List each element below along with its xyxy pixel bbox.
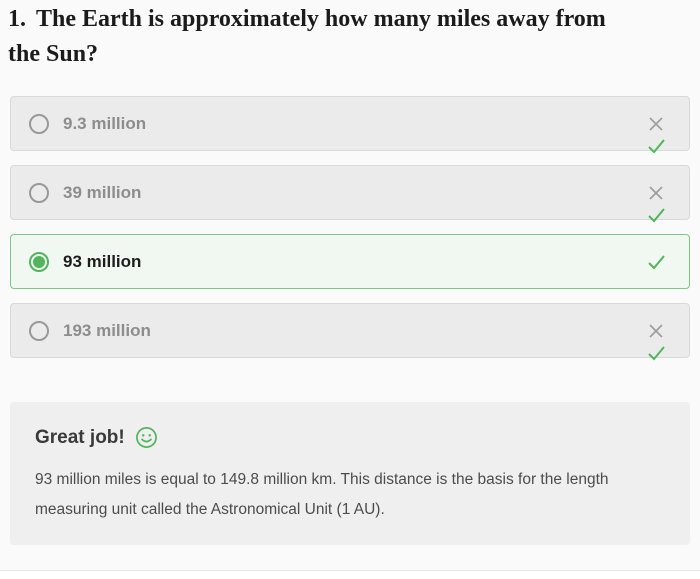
check-icon [648,207,665,222]
radio-icon[interactable] [29,113,49,134]
x-icon [649,116,663,131]
answer-option-label: 193 million [63,320,151,340]
answer-options-list: 9.3 million 39 million 93 million 193 mi… [10,96,690,360]
answer-option-label: 39 million [63,182,142,202]
answer-option[interactable]: 193 million [10,303,690,360]
smiley-icon [135,427,157,448]
x-icon [649,323,663,338]
check-icon [648,138,665,153]
check-icon [648,254,665,269]
answer-option[interactable]: 93 million [10,234,690,289]
answer-option-label: 93 million [63,251,142,271]
check-icon [648,345,665,360]
answer-option-label: 9.3 million [63,113,147,133]
feedback-title-text: Great job! [35,426,125,448]
answer-option[interactable]: 9.3 million [10,96,690,153]
radio-icon[interactable] [29,320,49,341]
feedback-title: Great job! [35,426,665,449]
question-title: 1. The Earth is approximately how many mi… [8,2,612,72]
x-icon [649,185,663,200]
next-section-edge [0,570,700,579]
question-text: The Earth is approximately how many mile… [8,6,606,67]
feedback-explanation: 93 million miles is equal to 149.8 milli… [35,471,609,518]
question-number: 1. [8,6,26,32]
radio-icon[interactable] [29,182,49,203]
feedback-panel: Great job! 93 million miles is equal to … [10,402,690,545]
answer-option[interactable]: 39 million [10,165,690,222]
radio-icon[interactable] [29,251,49,272]
